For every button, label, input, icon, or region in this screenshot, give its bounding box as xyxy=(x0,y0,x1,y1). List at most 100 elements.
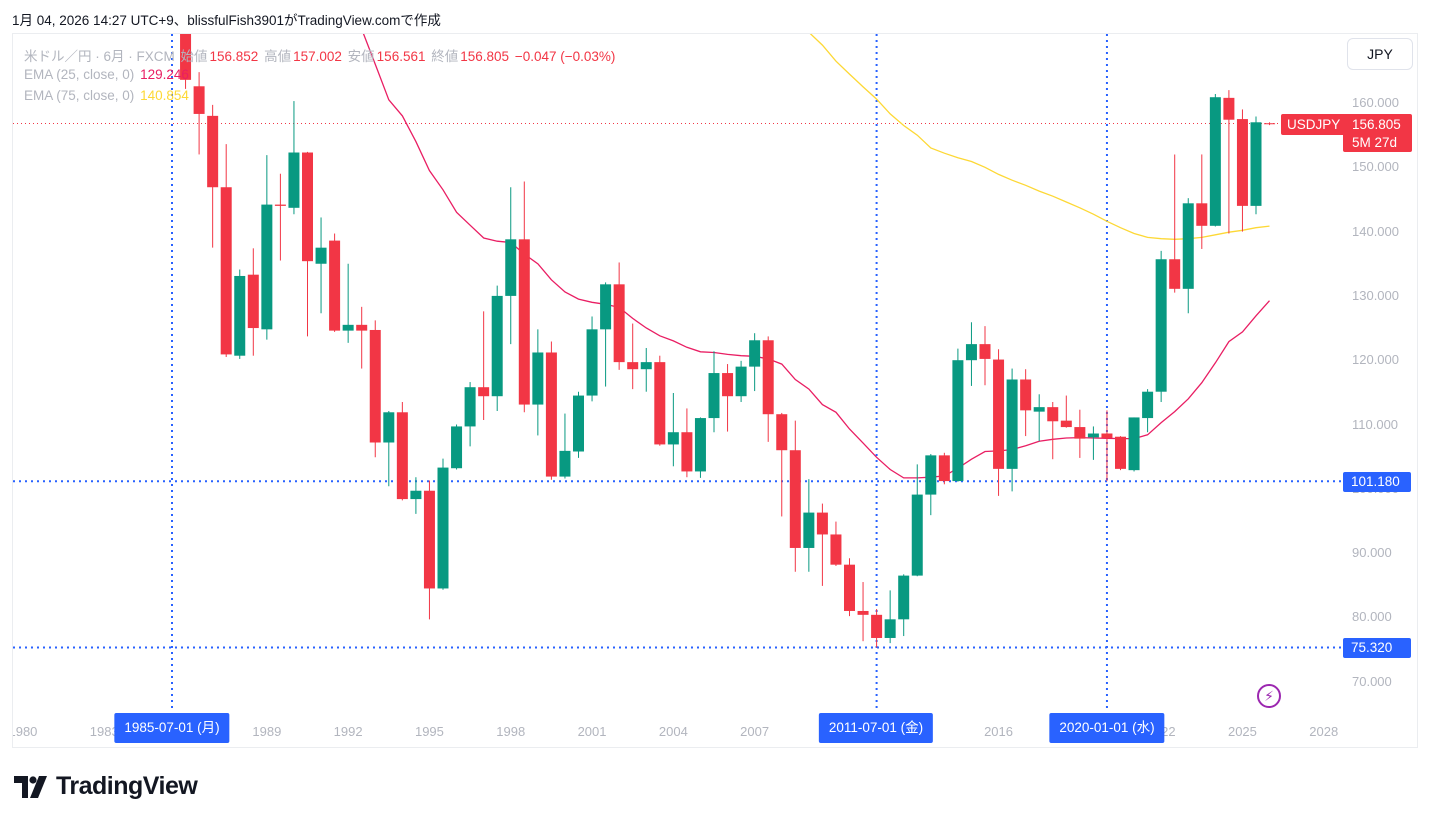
chart-pane[interactable] xyxy=(12,33,1418,748)
candle-body xyxy=(1006,379,1018,469)
legend-change: −0.047 (−0.03%) xyxy=(514,49,616,64)
candle-body xyxy=(1236,119,1248,206)
ema75-value: 140.854 xyxy=(140,88,189,103)
candle-down xyxy=(545,341,557,480)
legend-ema25[interactable]: EMA (25, close, 0) 129.246 xyxy=(24,67,191,82)
candle-body xyxy=(654,362,666,445)
ema25-label: EMA (25, close, 0) xyxy=(24,67,135,82)
candle-down xyxy=(247,248,259,356)
time-axis-tick: 1998 xyxy=(496,724,526,739)
candle-body xyxy=(1060,420,1072,428)
candle-down xyxy=(1169,154,1181,293)
candle-down xyxy=(518,181,530,413)
candle-body xyxy=(1250,122,1262,206)
currency-button[interactable]: JPY xyxy=(1347,38,1413,70)
candle-body xyxy=(993,359,1005,469)
time-axis-tick: 2007 xyxy=(740,724,770,739)
crosshair-price-label: 75.320 xyxy=(1343,638,1411,658)
candle-up xyxy=(505,187,517,345)
candle-body xyxy=(1209,97,1221,226)
candle-body xyxy=(518,239,530,405)
candle-body xyxy=(776,414,788,451)
candle-up xyxy=(491,285,503,411)
candle-body xyxy=(559,450,571,477)
candle-body xyxy=(749,340,761,367)
candle-body xyxy=(613,284,625,363)
candle-body xyxy=(938,455,950,482)
price-axis-tick: 160.000 xyxy=(1352,95,1399,110)
candle-body xyxy=(816,512,828,535)
candle-up xyxy=(884,590,896,644)
price-axis-tick: 150.000 xyxy=(1352,159,1399,175)
legend-symbol: 米ドル／円 · 6月 · FXCM xyxy=(24,49,175,64)
candle-body xyxy=(667,432,679,445)
candle-up xyxy=(464,382,476,447)
crosshair-time-label: 2020-01-01 (水) xyxy=(1049,713,1165,743)
candle-body xyxy=(1074,427,1086,439)
candle-body xyxy=(573,395,584,452)
candle-body xyxy=(586,329,598,396)
lightning-bolt-icon[interactable]: ⚡ xyxy=(1257,684,1281,708)
candle-up xyxy=(640,347,652,392)
candle-down xyxy=(722,364,734,432)
candle-down xyxy=(857,582,869,642)
candle-up xyxy=(342,263,354,343)
candle-body xyxy=(681,432,693,472)
candle-down xyxy=(1101,410,1113,482)
candle-down xyxy=(627,323,639,390)
candle-body xyxy=(207,115,219,188)
candle-body xyxy=(952,360,964,482)
candle-down xyxy=(830,521,842,566)
candle-body xyxy=(423,490,435,589)
candle-body xyxy=(803,512,815,548)
candle-up xyxy=(1033,394,1045,442)
candle-down xyxy=(1047,401,1059,460)
candle-body xyxy=(1087,433,1099,438)
candle-body xyxy=(356,324,368,331)
candle-body xyxy=(1182,203,1194,289)
price-axis-tick: 70.000 xyxy=(1352,673,1392,689)
candle-up xyxy=(965,322,977,386)
candle-up xyxy=(708,351,720,433)
candle-body xyxy=(1196,203,1208,226)
candle-down xyxy=(1115,436,1126,471)
candle-up xyxy=(1182,198,1194,314)
symbol-price-label: USDJPY xyxy=(1281,114,1347,135)
legend-open-label: 始値 xyxy=(180,49,208,64)
tradingview-logo-icon xyxy=(14,775,47,798)
candle-up xyxy=(694,417,706,478)
candle-up xyxy=(410,477,422,514)
candle-body xyxy=(911,494,923,576)
candle-body xyxy=(627,362,639,370)
plot-area xyxy=(13,34,1342,712)
legend-low: 156.561 xyxy=(376,49,426,64)
candle-body xyxy=(478,387,490,397)
candle-down xyxy=(993,349,1005,496)
candle-down xyxy=(1196,154,1208,249)
candle-up xyxy=(1087,426,1099,460)
candle-body xyxy=(1128,417,1140,471)
candle-body xyxy=(979,344,991,359)
tradingview-logo[interactable]: TradingView xyxy=(14,772,198,801)
candle-body xyxy=(383,412,395,443)
candle-body xyxy=(288,152,300,208)
candle-up xyxy=(315,217,327,314)
candle-body xyxy=(234,275,246,356)
legend-ema75[interactable]: EMA (75, close, 0) 140.854 xyxy=(24,88,191,103)
candle-up xyxy=(1250,116,1262,215)
candle-down xyxy=(789,420,801,572)
ema25-value: 129.246 xyxy=(140,67,189,82)
time-axis[interactable]: 1980198319861989199219951998200120042007… xyxy=(13,0,1342,760)
candle-down xyxy=(979,326,991,386)
candle-body xyxy=(451,426,463,469)
candle-down xyxy=(356,306,368,369)
candle-up xyxy=(451,424,463,470)
candle-body xyxy=(220,187,232,355)
candle-body xyxy=(1033,407,1045,412)
price-axis-tick: 120.000 xyxy=(1352,352,1399,368)
candle-body xyxy=(965,344,977,361)
candle-body xyxy=(1142,391,1154,419)
time-axis-tick: 1992 xyxy=(333,724,363,739)
candle-down xyxy=(681,408,693,478)
